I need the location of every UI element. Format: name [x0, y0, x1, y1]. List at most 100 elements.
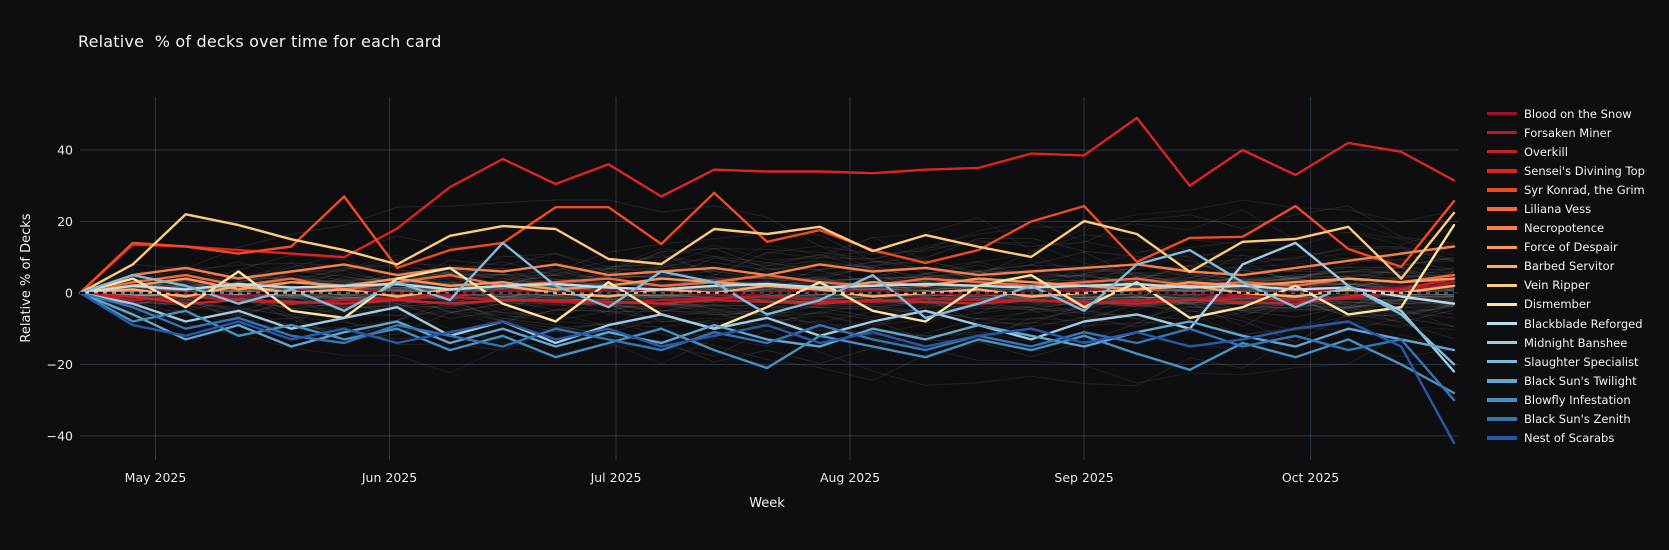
background-series-line	[79, 253, 1455, 328]
legend-label: Black Sun's Twilight	[1524, 373, 1637, 388]
legend-label: Syr Konrad, the Grim	[1524, 182, 1645, 197]
series-line-overkill	[78, 277, 1456, 305]
legend-swatch	[1487, 417, 1517, 421]
x-tick-label: Oct 2025	[1282, 470, 1339, 485]
background-series-line	[79, 282, 1455, 294]
x-axis-title: Week	[749, 496, 785, 511]
legend-item[interactable]: Overkill	[1487, 142, 1667, 161]
background-series-line	[79, 209, 1455, 337]
background-series-line	[79, 247, 1455, 311]
legend-swatch	[1487, 302, 1517, 307]
series-line-dismember	[78, 223, 1456, 330]
legend-item[interactable]: Black Sun's Twilight	[1487, 371, 1667, 390]
legend-item[interactable]: Syr Konrad, the Grim	[1487, 180, 1667, 199]
legend-label: Vein Ripper	[1524, 278, 1590, 293]
x-tick-label: May 2025	[125, 470, 187, 485]
legend-swatch	[1487, 207, 1517, 211]
background-series-line	[79, 274, 1455, 327]
legend-label: Necropotence	[1524, 221, 1605, 236]
legend-item[interactable]: Blood on the Snow	[1487, 104, 1667, 123]
legend-swatch	[1487, 150, 1517, 154]
legend-swatch	[1487, 340, 1517, 345]
x-tick-label: Jun 2025	[361, 470, 417, 485]
background-series-line	[79, 242, 1455, 302]
legend-label: Black Sun's Zenith	[1524, 412, 1631, 427]
legend-swatch	[1487, 188, 1517, 192]
y-tick-label: −20	[47, 357, 73, 372]
legend-swatch	[1487, 245, 1517, 249]
legend-item[interactable]: Liliana Vess	[1487, 199, 1667, 218]
legend-swatch	[1487, 226, 1517, 230]
legend-label: Sensei's Divining Top	[1524, 163, 1645, 178]
legend-label: Barbed Servitor	[1524, 259, 1615, 274]
legend-swatch	[1487, 264, 1517, 268]
series-line-sensei-s-divining-top	[78, 116, 1456, 295]
legend-swatch	[1487, 111, 1517, 116]
background-series-line	[79, 246, 1455, 314]
legend-label: Slaughter Specialist	[1524, 354, 1639, 369]
background-series-line	[79, 292, 1455, 317]
legend-item[interactable]: Force of Despair	[1487, 238, 1667, 257]
background-series-line	[79, 269, 1455, 332]
background-series-line	[79, 231, 1455, 374]
legend-item[interactable]: Midnight Banshee	[1487, 333, 1667, 352]
legend-label: Blowfly Infestation	[1524, 392, 1631, 407]
y-tick-label: 40	[57, 143, 73, 158]
legend-item[interactable]: Forsaken Miner	[1487, 123, 1667, 142]
legend-item[interactable]: Blowfly Infestation	[1487, 390, 1667, 409]
legend-swatch	[1487, 360, 1517, 364]
background-series-line	[79, 261, 1455, 298]
chart-title: Relative % of decks over time for each c…	[78, 32, 442, 51]
x-tick-label: Sep 2025	[1054, 470, 1113, 485]
legend-item[interactable]: Dismember	[1487, 295, 1667, 314]
series-line-midnight-banshee	[78, 241, 1456, 373]
x-tick-label: Aug 2025	[820, 470, 880, 485]
legend-label: Nest of Scarabs	[1524, 431, 1615, 446]
legend-swatch	[1487, 321, 1517, 326]
legend-item[interactable]: Barbed Servitor	[1487, 257, 1667, 276]
background-series-line	[79, 264, 1455, 387]
legend-label: Overkill	[1524, 144, 1568, 159]
x-axis-tick-labels: May 2025 Jun 2025 Jul 2025 Aug 2025 Sep 2025…	[125, 470, 1340, 485]
background-series-line	[79, 261, 1455, 335]
legend-item[interactable]: Black Sun's Zenith	[1487, 410, 1667, 429]
legend-swatch	[1487, 398, 1517, 402]
y-tick-label: −40	[47, 428, 73, 443]
background-series-line	[79, 284, 1455, 337]
legend-label: Force of Despair	[1524, 240, 1618, 255]
series-line-black-sun-s-twilight	[78, 291, 1456, 352]
legend-item[interactable]: Blackblade Reforged	[1487, 314, 1667, 333]
legend-item[interactable]: Slaughter Specialist	[1487, 352, 1667, 371]
legend-label: Dismember	[1524, 297, 1591, 312]
legend-swatch	[1487, 283, 1517, 288]
series-line-vein-ripper	[78, 211, 1456, 295]
legend-item[interactable]: Nest of Scarabs	[1487, 429, 1667, 448]
background-series-line	[79, 273, 1455, 382]
series-line-barbed-servitor	[78, 284, 1456, 298]
legend-label: Midnight Banshee	[1524, 335, 1628, 350]
legend-item[interactable]: Sensei's Divining Top	[1487, 161, 1667, 180]
x-tick-label: Jul 2025	[590, 470, 642, 485]
series-line-blowfly-infestation	[78, 291, 1456, 395]
series-line-slaughter-specialist	[78, 241, 1456, 366]
series-line-nest-of-scarabs	[78, 291, 1456, 445]
y-tick-label: 20	[57, 214, 73, 229]
legend: Blood on the Snow Forsaken Miner Overkill S…	[1487, 104, 1667, 448]
legend-item[interactable]: Necropotence	[1487, 219, 1667, 238]
series-line-syr-konrad-the-grim	[78, 191, 1456, 295]
series-line-necropotence	[78, 245, 1456, 295]
y-axis-title: Relative % of Decks	[19, 213, 34, 342]
background-series-line	[79, 264, 1455, 294]
legend-label: Blood on the Snow	[1524, 106, 1632, 121]
legend-label: Forsaken Miner	[1524, 125, 1612, 140]
legend-label: Liliana Vess	[1524, 202, 1592, 217]
legend-swatch	[1487, 436, 1517, 440]
legend-swatch	[1487, 130, 1517, 135]
y-axis-tick-labels: 40 20 0 −20 −40	[47, 143, 73, 444]
legend-swatch	[1487, 169, 1517, 173]
y-tick-label: 0	[65, 285, 73, 300]
legend-item[interactable]: Vein Ripper	[1487, 276, 1667, 295]
background-series-line	[79, 199, 1455, 294]
